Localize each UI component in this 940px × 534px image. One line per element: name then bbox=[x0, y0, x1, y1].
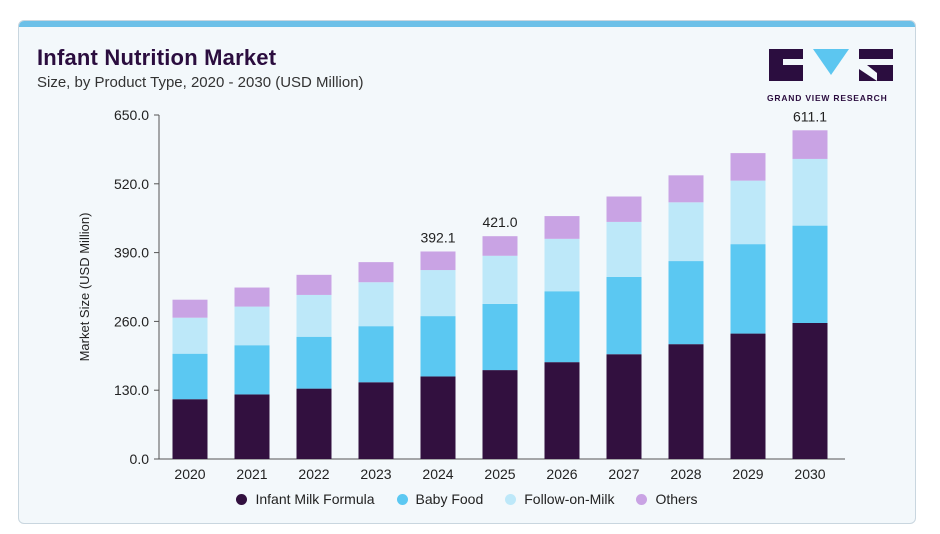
x-tick-label: 2020 bbox=[174, 466, 205, 482]
bar-follow-on-milk-2022 bbox=[296, 294, 332, 337]
x-tick-label: 2026 bbox=[546, 466, 577, 482]
legend-swatch-icon bbox=[636, 493, 648, 505]
bar-others-2028 bbox=[668, 175, 704, 203]
bar-follow-on-milk-2020 bbox=[172, 317, 208, 354]
x-tick-label: 2027 bbox=[608, 466, 639, 482]
legend-item: Baby Food bbox=[396, 491, 484, 507]
y-tick-label: 130.0 bbox=[114, 382, 149, 398]
bar-infant-milk-formula-2027 bbox=[606, 354, 642, 459]
bar-infant-milk-formula-2020 bbox=[172, 399, 208, 459]
logo-triangle-icon bbox=[813, 49, 849, 75]
y-tick-label: 390.0 bbox=[114, 245, 149, 261]
bar-infant-milk-formula-2029 bbox=[730, 333, 766, 459]
bar-follow-on-milk-2029 bbox=[730, 180, 766, 245]
bar-infant-milk-formula-2026 bbox=[544, 362, 580, 459]
bar-baby-food-2022 bbox=[296, 336, 332, 389]
logo-block-right-icon bbox=[859, 49, 893, 81]
bar-baby-food-2024 bbox=[420, 316, 456, 377]
bar-infant-milk-formula-2021 bbox=[234, 394, 270, 459]
bar-others-2023 bbox=[358, 262, 394, 283]
bar-others-2021 bbox=[234, 287, 270, 307]
x-tick-label: 2021 bbox=[236, 466, 267, 482]
x-tick-label: 2030 bbox=[794, 466, 825, 482]
bar-baby-food-2027 bbox=[606, 276, 642, 355]
total-label-2030: 611.1 bbox=[793, 108, 827, 124]
bar-baby-food-2030 bbox=[792, 225, 828, 323]
y-tick-label: 260.0 bbox=[114, 313, 149, 329]
legend-item: Others bbox=[636, 491, 698, 507]
chart-subtitle: Size, by Product Type, 2020 - 2030 (USD … bbox=[37, 74, 364, 91]
bar-others-2026 bbox=[544, 216, 580, 239]
legend-label: Baby Food bbox=[415, 491, 484, 507]
bar-follow-on-milk-2027 bbox=[606, 221, 642, 277]
y-tick-label: 0.0 bbox=[130, 451, 150, 467]
bar-others-2030 bbox=[792, 130, 828, 159]
y-tick-label: 520.0 bbox=[114, 176, 149, 192]
chart-card: Infant Nutrition Market Size, by Product… bbox=[18, 20, 916, 524]
bar-follow-on-milk-2026 bbox=[544, 238, 580, 292]
bar-follow-on-milk-2025 bbox=[482, 255, 518, 304]
chart-legend: Infant Milk Formula Baby Food Follow-on-Mi… bbox=[19, 491, 915, 507]
x-tick-label: 2023 bbox=[360, 466, 391, 482]
bar-follow-on-milk-2028 bbox=[668, 202, 704, 262]
bar-others-2027 bbox=[606, 196, 642, 222]
legend-label: Others bbox=[655, 491, 698, 507]
bar-baby-food-2025 bbox=[482, 303, 518, 371]
bar-infant-milk-formula-2028 bbox=[668, 344, 704, 459]
bar-baby-food-2020 bbox=[172, 353, 208, 400]
legend-swatch-icon bbox=[396, 493, 408, 505]
logo-block-left-icon bbox=[769, 49, 803, 81]
grand-view-research-logo: GRAND VIEW RESEARCH bbox=[767, 45, 895, 105]
x-tick-label: 2024 bbox=[422, 466, 453, 482]
bar-baby-food-2023 bbox=[358, 326, 394, 383]
bar-baby-food-2026 bbox=[544, 291, 580, 363]
bar-baby-food-2021 bbox=[234, 345, 270, 395]
total-label-2024: 392.1 bbox=[420, 229, 455, 245]
bar-infant-milk-formula-2030 bbox=[792, 322, 828, 459]
stacked-bar-chart: 0.0 130.0 260.0 390.0 520.0 650.0 Market Size … bbox=[77, 107, 845, 482]
legend-item: Follow-on-Milk bbox=[505, 491, 614, 507]
bar-follow-on-milk-2030 bbox=[792, 158, 828, 226]
x-tick-label: 2028 bbox=[670, 466, 701, 482]
logo-mark-icon bbox=[769, 49, 893, 81]
legend-swatch-icon bbox=[505, 493, 517, 505]
x-tick-label: 2022 bbox=[298, 466, 329, 482]
bar-follow-on-milk-2023 bbox=[358, 282, 394, 327]
legend-label: Infant Milk Formula bbox=[255, 491, 375, 507]
bar-baby-food-2028 bbox=[668, 261, 704, 345]
x-tick-label: 2029 bbox=[732, 466, 763, 482]
bar-others-2025 bbox=[482, 236, 518, 256]
bar-infant-milk-formula-2023 bbox=[358, 382, 394, 459]
bar-others-2022 bbox=[296, 274, 332, 295]
bar-others-2029 bbox=[730, 153, 766, 181]
bar-infant-milk-formula-2025 bbox=[482, 370, 518, 459]
y-tick-label: 650.0 bbox=[114, 107, 149, 123]
accent-bar bbox=[19, 21, 915, 27]
legend-item: Infant Milk Formula bbox=[236, 491, 375, 507]
bar-infant-milk-formula-2024 bbox=[420, 376, 456, 459]
bar-baby-food-2029 bbox=[730, 244, 766, 334]
chart-title: Infant Nutrition Market bbox=[37, 45, 277, 70]
y-axis-label: Market Size (USD Million) bbox=[77, 213, 92, 362]
bar-others-2020 bbox=[172, 299, 208, 318]
legend-label: Follow-on-Milk bbox=[524, 491, 615, 507]
bar-follow-on-milk-2024 bbox=[420, 270, 456, 317]
logo-text: GRAND VIEW RESEARCH bbox=[767, 93, 888, 103]
bar-follow-on-milk-2021 bbox=[234, 306, 270, 346]
total-label-2025: 421.0 bbox=[482, 214, 517, 230]
bar-others-2024 bbox=[420, 251, 456, 271]
bar-infant-milk-formula-2022 bbox=[296, 388, 332, 459]
x-tick-label: 2025 bbox=[484, 466, 515, 482]
legend-swatch-icon bbox=[236, 493, 248, 505]
